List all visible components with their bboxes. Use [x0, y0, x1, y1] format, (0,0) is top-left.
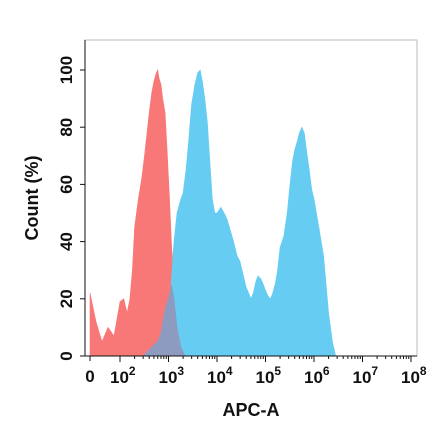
- histogram-series-3: [142, 284, 186, 357]
- axis-layer: 0 20 40 60 80 100 0 102 103 104 105 106 107 108: [57, 40, 427, 387]
- series-layer: [89, 69, 337, 357]
- y-tick-label: 100: [57, 56, 76, 84]
- x-tick-label: 107: [353, 364, 379, 387]
- x-tick-label: 108: [401, 364, 427, 387]
- y-tick-label: 60: [57, 175, 76, 194]
- x-tick-label: 105: [256, 364, 282, 387]
- histogram-series-1: [89, 69, 186, 357]
- y-tick-label: 80: [57, 118, 76, 137]
- x-axis-label: APC-A: [223, 400, 280, 420]
- y-tick-label: 20: [57, 289, 76, 308]
- x-tick-label: 103: [159, 364, 185, 387]
- histogram-series-2: [142, 69, 337, 357]
- x-tick-label: 0: [85, 367, 94, 386]
- x-tick-label: 104: [207, 364, 233, 387]
- y-tick-label: 40: [57, 232, 76, 251]
- y-tick-label: 0: [57, 351, 76, 360]
- x-tick-label: 102: [110, 364, 136, 387]
- x-tick-label: 106: [304, 364, 330, 387]
- y-axis-label: Count (%): [22, 156, 42, 241]
